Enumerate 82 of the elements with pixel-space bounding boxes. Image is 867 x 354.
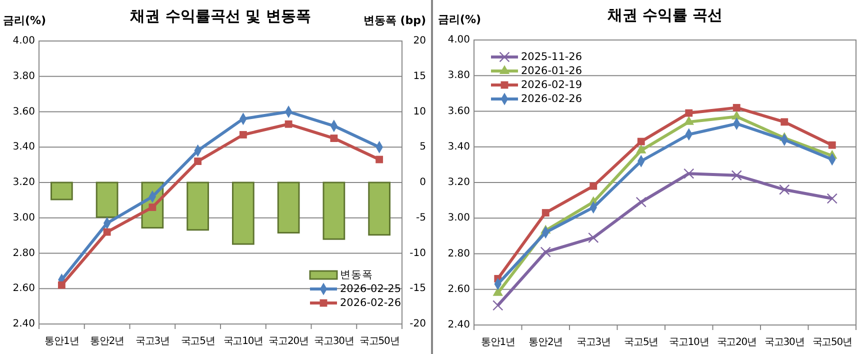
y-tick-label: 2.60 <box>12 283 35 294</box>
y-tick-label: 3.80 <box>448 70 470 82</box>
legend-label: 2026-02-19 <box>521 79 582 91</box>
point <box>684 168 694 179</box>
point <box>779 184 790 195</box>
y-tick-label: 2.80 <box>448 248 470 260</box>
x-tick-label: 국고10년 <box>669 337 709 348</box>
x-tick-label: 국고3년 <box>135 336 170 347</box>
x-tick-label: 국고20년 <box>268 336 308 347</box>
y2-tick-label: 5 <box>420 142 426 153</box>
y-tick-label: 4.00 <box>448 34 470 46</box>
point <box>376 156 384 164</box>
x-tick-label: 국고5년 <box>624 337 658 348</box>
point <box>636 196 646 208</box>
x-tick-label: 통안1년 <box>480 337 515 348</box>
chart-title: 채권 수익률곡선 및 변동폭 <box>129 7 311 25</box>
y2-tick-label: 15 <box>413 70 426 82</box>
y-tick-label: 3.40 <box>448 141 470 152</box>
point <box>826 193 838 204</box>
y-tick-label: 3.20 <box>12 177 35 188</box>
y2-tick-label: 20 <box>413 36 426 46</box>
y-tick-label: 3.80 <box>12 70 35 82</box>
x-tick-label: 국고3년 <box>576 337 610 348</box>
point <box>637 138 645 146</box>
point <box>330 134 338 142</box>
x-tick-label: 국고20년 <box>716 337 756 348</box>
y-tick-label: 3.00 <box>12 212 35 224</box>
legend-label: 변동폭 <box>340 269 373 281</box>
point <box>239 131 247 138</box>
legend-label: 2026-01-26 <box>521 65 582 77</box>
x-tick-label: 국고50년 <box>812 337 852 348</box>
point <box>590 182 598 190</box>
point <box>542 209 550 216</box>
point <box>685 109 693 117</box>
x-tick-label: 국고30년 <box>314 336 354 347</box>
y-tick-label: 3.40 <box>12 142 35 153</box>
point <box>284 120 292 128</box>
point <box>588 232 599 244</box>
y2-tick-label: -5 <box>416 212 426 224</box>
y-tick-label: 3.60 <box>448 106 470 117</box>
point <box>684 116 694 125</box>
y2-tick-label: 0 <box>420 177 426 188</box>
y2-tick-label: -15 <box>410 283 426 294</box>
legend-label: 2026-02-26 <box>340 297 402 309</box>
point <box>58 281 66 289</box>
point <box>492 287 503 296</box>
x-tick-label: 국고5년 <box>180 336 215 347</box>
y2-tick-label: 10 <box>413 106 426 118</box>
x-tick-label: 통안2년 <box>90 336 124 347</box>
y2-tick-label: -10 <box>410 248 426 259</box>
point <box>731 170 742 181</box>
legend-label: 2026-02-26 <box>521 93 582 105</box>
point <box>103 228 111 236</box>
legend-label: 2025-11-26 <box>521 51 582 63</box>
point <box>828 141 836 149</box>
point <box>492 300 504 311</box>
y-tick-label: 3.00 <box>448 212 470 224</box>
y-tick-label: 2.60 <box>448 284 470 295</box>
y2-axis-title: 변동폭 (bp) <box>363 14 426 27</box>
y-axis-title: 금리(%) <box>3 14 46 27</box>
point <box>540 246 551 258</box>
x-tick-label: 통안2년 <box>528 337 563 348</box>
y-tick-label: 2.80 <box>12 248 35 259</box>
y-tick-label: 3.60 <box>12 106 35 118</box>
point <box>732 110 742 120</box>
x-tick-label: 국고10년 <box>223 336 264 347</box>
point <box>148 204 156 211</box>
point <box>732 104 740 112</box>
x-tick-label: 국고30년 <box>764 337 804 348</box>
y-tick-label: 2.40 <box>12 318 35 330</box>
x-tick-label: 통안1년 <box>44 336 79 347</box>
point <box>780 118 788 126</box>
point <box>194 158 202 165</box>
point <box>636 144 646 154</box>
x-tick-label: 국고50년 <box>359 336 400 347</box>
y-tick-label: 4.00 <box>12 36 35 46</box>
y2-tick-label: -20 <box>410 318 426 330</box>
legend-label: 2026-02-25 <box>340 283 402 295</box>
y-tick-label: 2.40 <box>448 320 470 330</box>
y-tick-label: 3.20 <box>448 177 470 188</box>
chart-title: 채권 수익률 곡선 <box>606 6 723 24</box>
y-axis-title: 금리(%) <box>438 13 482 26</box>
